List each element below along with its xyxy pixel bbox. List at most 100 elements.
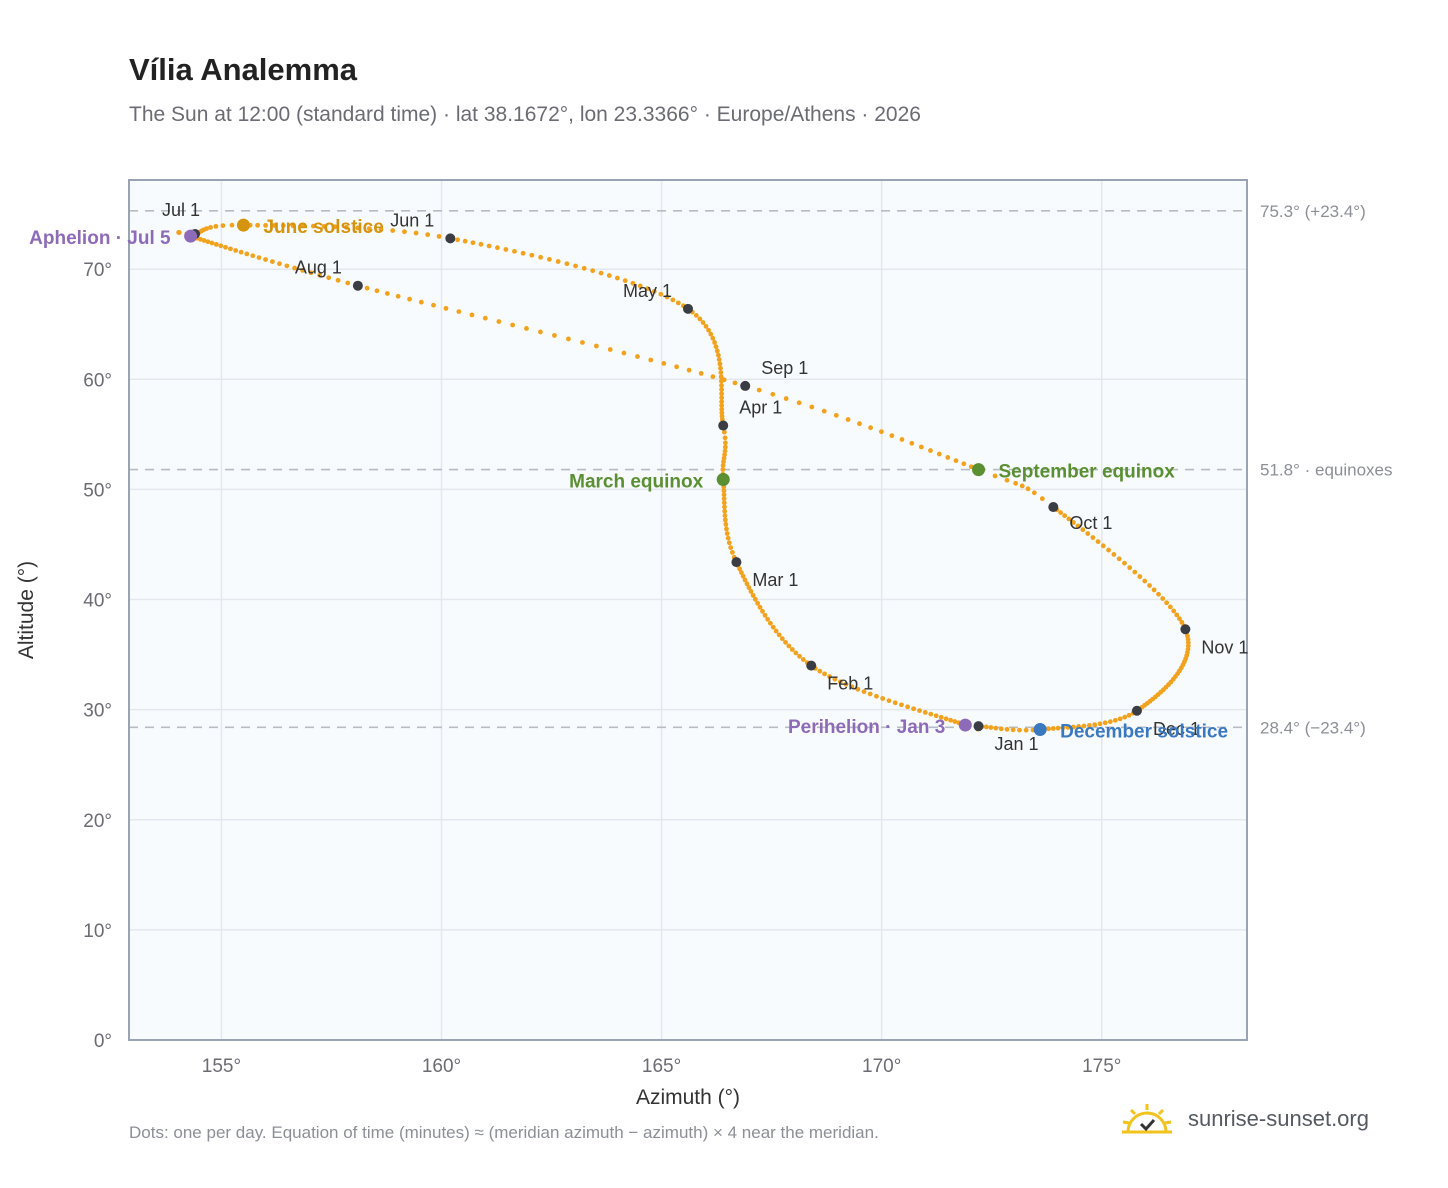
day-dot <box>524 326 529 331</box>
day-dot <box>590 268 596 274</box>
day-dot <box>855 686 861 692</box>
day-dot <box>889 433 895 439</box>
chart-title: Vília Analemma <box>129 52 358 87</box>
day-dot <box>269 259 275 264</box>
day-dot <box>1017 727 1022 733</box>
day-dot <box>1171 608 1177 614</box>
day-dot <box>1010 727 1016 733</box>
day-dot <box>719 383 724 388</box>
day-dot <box>1050 726 1056 731</box>
month-marker <box>1131 705 1142 716</box>
reference-line-label: 28.4° (−23.4°) <box>1260 718 1366 737</box>
day-dot <box>364 285 370 291</box>
day-dot <box>1097 721 1103 727</box>
day-dot <box>317 272 323 278</box>
day-dot <box>390 228 396 233</box>
month-label: Jul 1 <box>162 200 200 220</box>
day-dot <box>993 725 999 731</box>
day-dot <box>520 250 526 256</box>
day-dot <box>746 585 752 590</box>
day-dot <box>776 632 782 638</box>
x-tick-label: 170° <box>862 1056 901 1077</box>
day-dot <box>933 713 939 719</box>
day-dot <box>686 367 692 373</box>
day-dot <box>573 263 578 269</box>
day-dot <box>1095 539 1101 545</box>
day-dot <box>878 429 884 435</box>
event-label: June solstice <box>263 217 383 238</box>
plot-border <box>128 179 1248 1041</box>
day-dot <box>1025 486 1031 492</box>
x-axis-label: Azimuth (°) <box>636 1086 740 1109</box>
day-dot <box>724 531 730 536</box>
day-dot <box>263 222 268 228</box>
day-dot <box>1081 723 1087 729</box>
day-dot <box>770 391 776 397</box>
day-dot <box>719 391 725 397</box>
day-dot <box>651 289 657 294</box>
day-dot <box>755 600 761 606</box>
day-dot <box>538 254 544 260</box>
day-dot <box>402 229 407 235</box>
day-dot <box>256 255 262 261</box>
brand[interactable]: sunrise-sunset.org <box>1120 1102 1369 1136</box>
day-dot <box>271 223 277 228</box>
event-label: Perihelion · Jan 3 <box>788 717 945 738</box>
day-dot <box>564 261 570 267</box>
chart-subtitle: The Sun at 12:00 (standard time) · lat 3… <box>129 103 921 126</box>
day-dot <box>263 257 268 262</box>
month-marker <box>683 303 693 314</box>
day-dot <box>1164 600 1170 606</box>
day-dot <box>998 726 1004 732</box>
reference-line-label: 75.3° (+23.4°) <box>1260 202 1366 221</box>
day-dot <box>284 263 290 269</box>
day-dot <box>495 245 500 251</box>
day-dot <box>706 327 711 333</box>
day-dot <box>345 280 351 286</box>
footnote: Dots: one per day. Equation of time (min… <box>129 1123 879 1142</box>
day-dot <box>938 714 944 720</box>
day-dot <box>355 225 361 231</box>
day-dot <box>922 709 928 715</box>
day-dot <box>326 275 332 281</box>
day-dot <box>717 361 723 367</box>
day-dot <box>1086 723 1092 728</box>
day-dot <box>1137 574 1143 579</box>
month-label: Aug 1 <box>295 258 342 278</box>
day-dot <box>1117 716 1123 722</box>
day-dot <box>899 437 905 442</box>
day-dot <box>223 244 228 250</box>
day-dot <box>728 545 734 550</box>
day-dot <box>213 223 219 229</box>
day-dot <box>308 270 314 276</box>
day-dot <box>1090 535 1096 540</box>
day-dot <box>455 237 461 243</box>
day-dot <box>918 444 924 450</box>
day-dot <box>670 297 676 303</box>
day-dot <box>721 459 726 465</box>
day-dot <box>538 329 543 335</box>
y-tick-label: 20° <box>83 811 112 832</box>
y-tick-label: 70° <box>83 260 112 281</box>
day-dot <box>713 344 719 350</box>
day-dot <box>773 628 779 634</box>
month-marker <box>731 557 742 568</box>
day-dot <box>1174 612 1180 618</box>
event-label: September equinox <box>999 462 1176 483</box>
day-dot <box>478 241 484 247</box>
day-dot <box>762 612 768 618</box>
day-dot <box>674 364 680 370</box>
day-dot <box>983 724 989 730</box>
y-tick-label: 0° <box>94 1031 112 1052</box>
day-dot <box>800 657 806 662</box>
event-marker <box>972 463 986 477</box>
y-tick-label: 10° <box>83 921 112 942</box>
day-dot <box>953 458 959 464</box>
day-dot <box>765 616 771 622</box>
day-dot <box>1132 569 1138 575</box>
day-dot <box>675 300 681 306</box>
day-dot <box>722 440 728 446</box>
day-dot <box>503 247 509 252</box>
day-dot <box>1142 578 1148 584</box>
day-dot <box>1179 619 1185 625</box>
